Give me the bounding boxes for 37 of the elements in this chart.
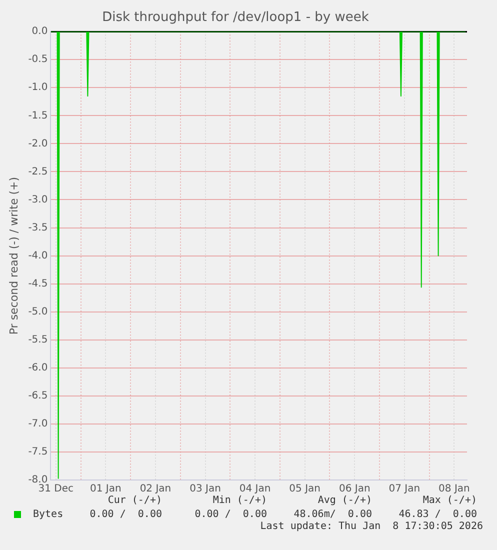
y-tick-label: -1.0 [28,82,48,94]
y-tick-label: -4.5 [28,278,48,290]
y-tick-label: -5.5 [28,334,48,346]
text: Last update: Thu Jan 8 17:30:05 2026 [260,521,483,532]
text: 46.83 / 0.00 [398,509,477,520]
y-tick-label: -3.0 [28,194,48,206]
y-tick-label: -6.5 [28,390,48,402]
y-tick-label: -1.5 [28,110,48,122]
x-tick-label: 06 Jan [338,484,370,495]
text: Min (-/+) [212,495,267,506]
x-tick-label: 04 Jan [239,484,271,495]
y-tick-label: -7.0 [28,418,48,430]
y-tick-label: -4.0 [28,250,48,262]
x-tick-label: 03 Jan [190,484,221,495]
y-tick-label: -0.5 [28,54,48,66]
text: 48.06m/ 0.00 [292,509,372,520]
text: Avg (-/+) [316,495,372,506]
text: Cur (-/+) [106,495,162,506]
y-tick-label: -5.0 [28,306,48,318]
x-tick-label: 31 Dec [38,484,74,495]
y-tick-label: -7.5 [28,446,48,458]
y-axis-title: Pr second read (-) / write (+) [7,176,20,335]
text: Max (-/+) [422,495,477,506]
y-tick-label: -2.5 [28,166,48,178]
y-tick-label: -2.0 [28,138,48,150]
y-tick-label: 0.0 [32,26,48,38]
chart-title: Disk throughput for /dev/loop1 - by week [102,10,370,26]
y-tick-label: -3.5 [28,222,48,234]
x-tick-label: 01 Jan [90,484,122,495]
legend-label: Bytes [33,509,64,520]
x-tick-label: 02 Jan [140,484,172,495]
x-tick-label: 07 Jan [388,484,420,495]
text: 0.00 / 0.00 [194,509,267,520]
text: 0.00 / 0.00 [88,509,162,520]
x-tick-label: 05 Jan [289,484,321,495]
y-tick-label: -6.0 [28,362,48,374]
x-tick-label: 08 Jan [438,484,470,495]
